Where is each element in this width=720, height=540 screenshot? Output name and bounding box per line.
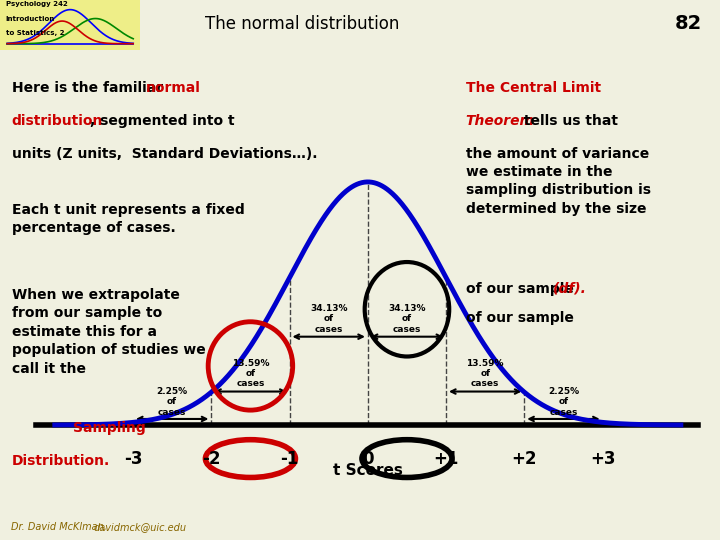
Text: tells us that: tells us that [519, 114, 618, 128]
Text: distribution: distribution [12, 114, 103, 128]
FancyBboxPatch shape [0, 0, 140, 50]
Text: normal: normal [146, 80, 201, 94]
Text: 34.13%
of
cases: 34.13% of cases [388, 304, 426, 334]
Text: 82: 82 [675, 15, 702, 33]
Text: t Scores: t Scores [333, 463, 402, 478]
Text: +2: +2 [512, 450, 537, 468]
Text: Psychology 242: Psychology 242 [6, 2, 68, 8]
Text: +1: +1 [433, 450, 459, 468]
Text: 13.59%
of
cases: 13.59% of cases [467, 359, 504, 388]
Text: 2.25%
of
cases: 2.25% of cases [548, 387, 579, 416]
Text: of our sample: of our sample [466, 282, 578, 296]
Text: 0: 0 [362, 450, 374, 468]
Text: units (Z units,  Standard Deviations…).: units (Z units, Standard Deviations…). [12, 146, 318, 160]
Text: 34.13%
of
cases: 34.13% of cases [310, 304, 348, 334]
Text: 2.25%
of
cases: 2.25% of cases [157, 387, 188, 416]
Text: Distribution.: Distribution. [12, 454, 110, 468]
Text: davidmck@uic.edu: davidmck@uic.edu [94, 522, 186, 532]
Text: (df).: (df). [553, 282, 588, 296]
Text: the amount of variance
we estimate in the
sampling distribution is
determined by: the amount of variance we estimate in th… [466, 146, 651, 216]
Text: of our sample: of our sample [466, 311, 578, 325]
Text: -1: -1 [280, 450, 299, 468]
Text: +3: +3 [590, 450, 616, 468]
Text: The Central Limit: The Central Limit [466, 80, 600, 94]
Text: to Statistics, 2: to Statistics, 2 [6, 30, 64, 36]
Text: When we extrapolate
from our sample to
estimate this for a
population of studies: When we extrapolate from our sample to e… [12, 288, 205, 375]
Text: The normal distribution: The normal distribution [205, 15, 400, 33]
Text: Theorem: Theorem [466, 114, 535, 128]
Text: 13.59%
of
cases: 13.59% of cases [232, 359, 269, 388]
Text: , segmented into t: , segmented into t [90, 114, 235, 128]
Text: Here is the familiar: Here is the familiar [12, 80, 168, 94]
Text: Dr. David McKlman,: Dr. David McKlman, [11, 522, 113, 532]
Text: Each t unit represents a fixed
percentage of cases.: Each t unit represents a fixed percentag… [12, 202, 245, 235]
Text: -3: -3 [124, 450, 143, 468]
Text: Introduction: Introduction [6, 16, 55, 22]
Text: Sampling: Sampling [73, 421, 145, 435]
Text: -2: -2 [202, 450, 220, 468]
